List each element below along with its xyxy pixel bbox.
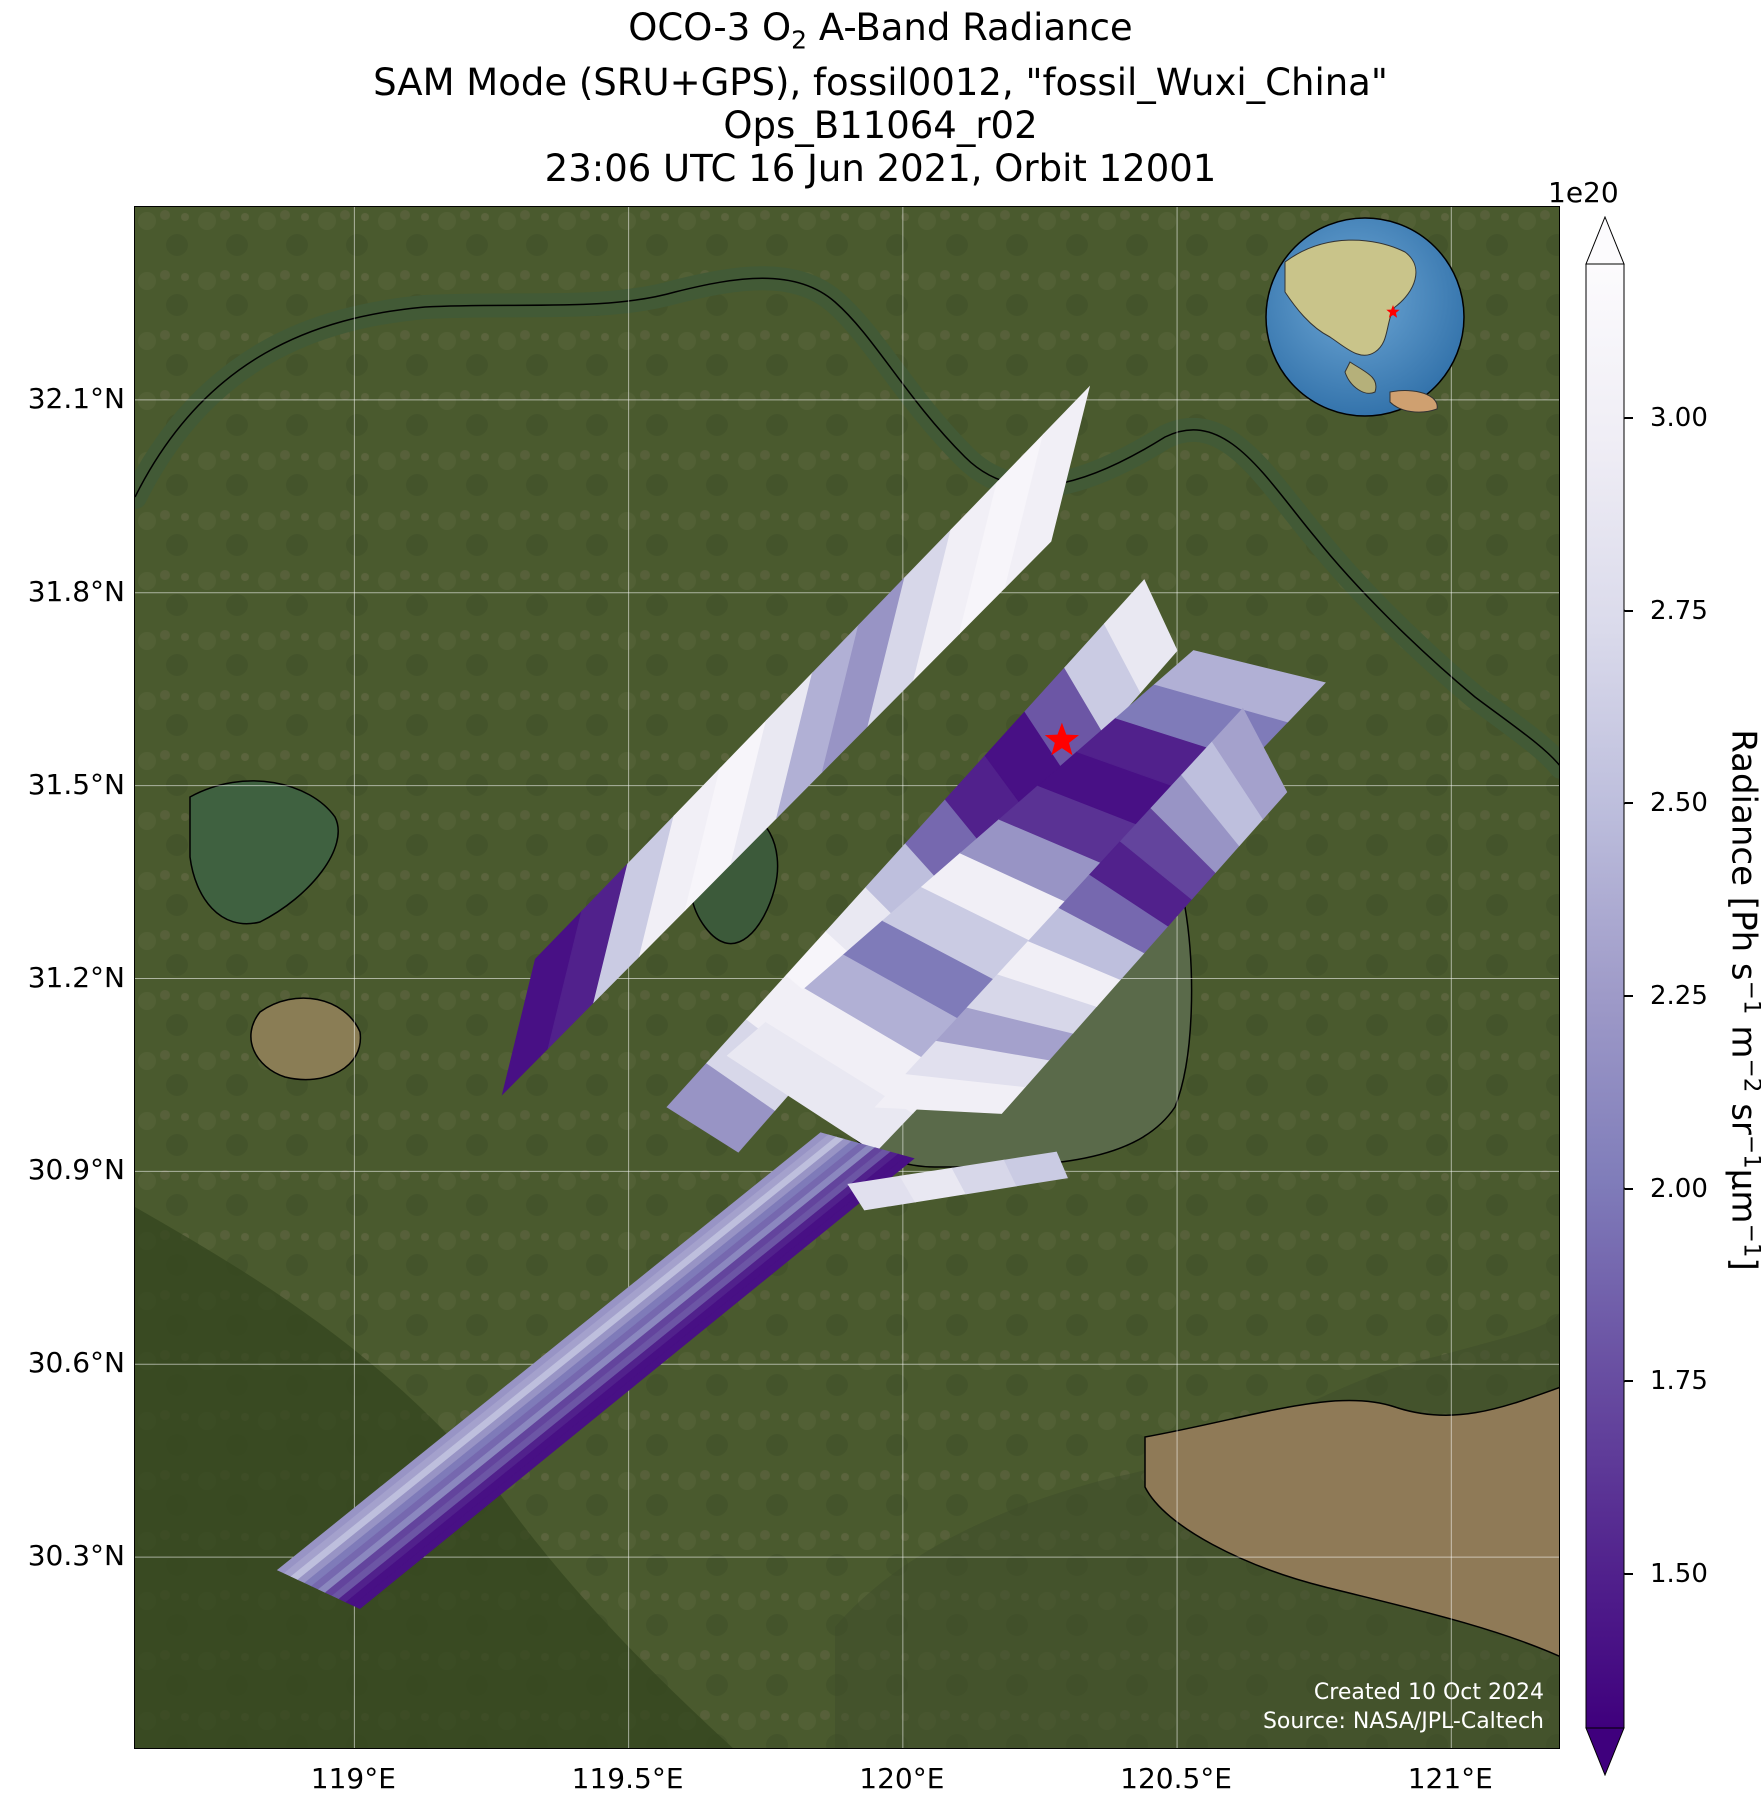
lat-tick-label: 31.2°N [27,960,125,994]
map-panel: Created 10 Oct 2024 Source: NASA/JPL-Cal… [134,206,1560,1749]
lat-tick-label: 30.9°N [27,1153,125,1187]
map-canvas [135,207,1559,1748]
colorbar-tick-label: 1.75 [1650,1366,1708,1397]
colorbar-extend-max [1585,216,1625,265]
lat-tick-label: 32.1°N [27,381,125,415]
credit-created: Created 10 Oct 2024 [1313,1680,1544,1705]
radiance-swaths [276,385,1326,1610]
figure-title: OCO-3 O2 A-Band Radiance SAM Mode (SRU+G… [0,6,1761,190]
lon-tick-label: 119°E [310,1762,396,1795]
colorbar-tick-mark [1625,802,1633,805]
radiance-cell [1004,385,1091,589]
title-subscript: 2 [791,25,808,55]
lon-tick-label: 120.5°E [1120,1762,1232,1795]
colorbar-tick-label: 1.50 [1650,1558,1708,1589]
lat-tick-label: 30.6°N [27,1346,125,1380]
target-marker [1044,722,1079,756]
colorbar-label-text: Radiance [Ph s [1723,729,1761,981]
globe-star-icon [1386,305,1400,318]
star-icon [1044,722,1079,756]
colorbar-tick-label: 2.75 [1650,595,1708,626]
lat-tick-label: 30.3°N [27,1539,125,1573]
title-line-2: SAM Mode (SRU+GPS), fossil0012, "fossil_… [373,61,1388,105]
radiance-cell [1211,707,1288,820]
lon-tick-label: 119.5°E [571,1762,684,1795]
colorbar-tick-mark [1625,609,1633,612]
lat-tick-label: 31.5°N [27,767,125,801]
colorbar-tick-label: 3.00 [1650,403,1708,434]
inset-globe [1265,217,1465,417]
lon-tick-label: 121°E [1407,1762,1493,1795]
gucheng-lake [250,997,362,1081]
colorbar-tick-mark [1625,1380,1633,1383]
colorbar-ticks [1624,417,1625,1575]
colorbar-tick-mark [1625,1187,1633,1190]
title-line-3: Ops_B11064_r02 [723,104,1038,148]
lat-tick-label: 31.8°N [27,574,125,608]
colorbar-extend-min [1585,1727,1625,1776]
colorbar-tick-mark [1625,995,1633,997]
colorbar-tick-mark [1625,1572,1633,1575]
colorbar-gradient [1585,263,1625,1729]
colorbar [1585,216,1625,1776]
graticule [135,207,1559,1748]
asia-landmass [1284,239,1417,356]
colorbar-tick-label: 2.00 [1650,1173,1708,1204]
credit-source: Source: NASA/JPL-Caltech [1262,1709,1544,1734]
lon-tick-label: 120°E [859,1762,945,1795]
colorbar-exponent: 1e20 [1548,176,1619,209]
colorbar-tick-label: 2.50 [1650,788,1708,819]
colorbar-label: Radiance [Ph s−1 m−2 sr−1μm−1] [1723,729,1761,1270]
title-line-1-rest: A-Band Radiance [807,6,1133,49]
radiance-cell [1103,579,1178,694]
colorbar-tick-mark [1625,417,1633,420]
australia-landmass [1389,390,1438,413]
title-line-1-text: OCO-3 O [628,6,792,49]
radiance-cell [352,1155,915,1610]
shijiu-lake [189,780,339,925]
colorbar-tick-label: 2.25 [1650,981,1708,1011]
title-line-1: OCO-3 O2 A-Band Radiance [0,6,1761,61]
radiance-cell [1003,1151,1068,1187]
yangtze-coastline [135,277,1559,766]
southeast-asia-landmass [1344,361,1377,394]
title-line-4: 23:06 UTC 16 Jun 2021, Orbit 12001 [544,147,1217,191]
hangzhou-bay [1144,1386,1559,1657]
